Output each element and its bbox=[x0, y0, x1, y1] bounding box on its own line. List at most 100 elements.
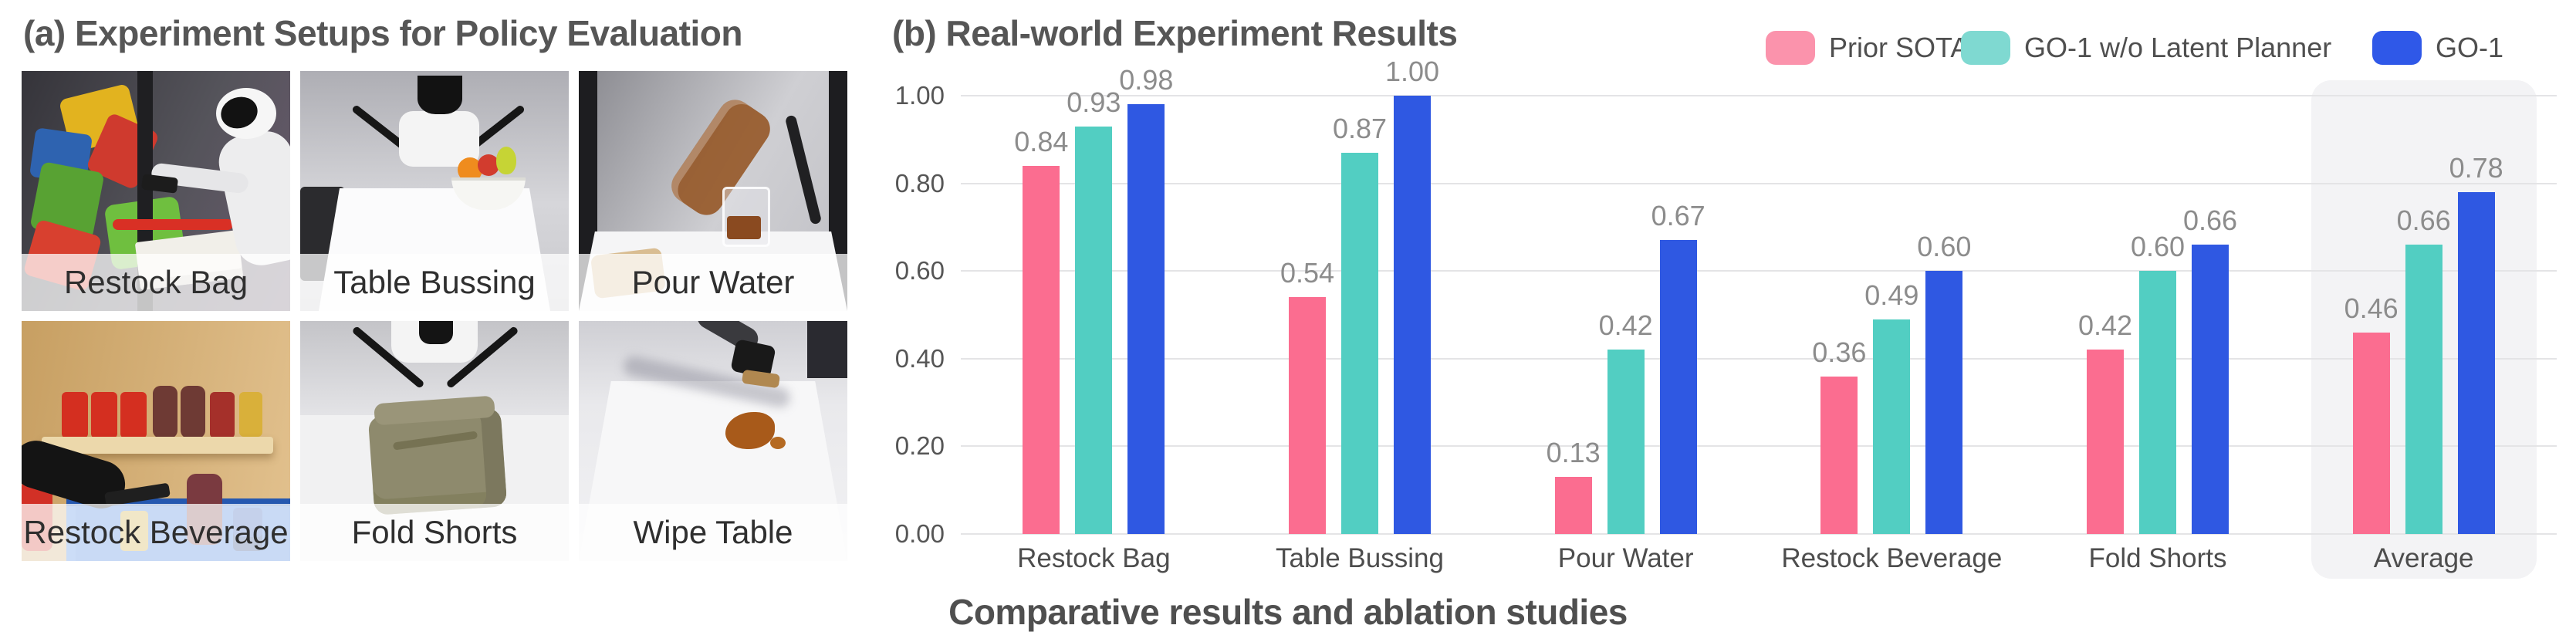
photo-table-bussing: Table Bussing bbox=[300, 71, 569, 311]
bar-value-label: 0.42 bbox=[1598, 309, 1653, 342]
x-tick-label: Average bbox=[2373, 543, 2474, 573]
bar: 0.98 bbox=[1119, 64, 1173, 534]
gridline bbox=[961, 270, 2557, 272]
bar-value-label: 0.13 bbox=[1546, 437, 1601, 469]
bar-group-restock-bag: 0.84 0.93 0.98 bbox=[961, 64, 1227, 534]
bar: 0.84 bbox=[1014, 126, 1068, 534]
bar-group-average: 0.46 0.66 0.78 bbox=[2290, 96, 2557, 534]
fruit-shape bbox=[496, 147, 516, 174]
photo-label: Table Bussing bbox=[333, 264, 536, 300]
photo-label-band: Wipe Table bbox=[579, 504, 847, 561]
spill-shape bbox=[725, 412, 775, 449]
photo-label-band: Table Bussing bbox=[300, 254, 569, 311]
legend-swatch-go1-wo-latent-planner bbox=[1961, 31, 2010, 65]
legend-swatch-go1 bbox=[2372, 31, 2422, 65]
y-tick-label: 0.60 bbox=[894, 256, 945, 286]
bar: 0.93 bbox=[1067, 86, 1121, 534]
photo-restock-bag: Restock Bag bbox=[22, 71, 290, 311]
bar-value-label: 0.54 bbox=[1280, 257, 1335, 289]
bar-value-label: 0.36 bbox=[1812, 336, 1867, 368]
figure-caption: Comparative results and ablation studies bbox=[948, 592, 1628, 632]
x-tick-label: Table Bussing bbox=[1276, 543, 1444, 573]
bar: 0.54 bbox=[1280, 257, 1334, 534]
bar-value-label: 0.60 bbox=[2130, 231, 2186, 263]
legend-label: GO-1 bbox=[2436, 32, 2504, 63]
plot-area: 0.84 0.93 0.98 Restock Bag 0.54 0.87 1.00 Table… bbox=[961, 56, 2557, 579]
bottle-shape bbox=[153, 386, 177, 438]
bar-value-label: 0.66 bbox=[2396, 204, 2451, 237]
photo-label: Fold Shorts bbox=[351, 514, 518, 550]
bar-value-label: 0.87 bbox=[1332, 112, 1388, 144]
legend-label: Prior SOTA bbox=[1829, 32, 1969, 63]
legend-swatch-prior-sota bbox=[1766, 31, 1815, 65]
y-tick-label: 0.00 bbox=[894, 519, 945, 548]
bar: 0.42 bbox=[1599, 309, 1653, 534]
fruit-shape bbox=[478, 154, 499, 176]
gridline bbox=[961, 182, 2557, 184]
bar-group-table-bussing: 0.54 0.87 1.00 bbox=[1227, 56, 1493, 534]
bar: 0.36 bbox=[1812, 336, 1866, 534]
photo-label-band: Restock Beverage bbox=[22, 504, 290, 561]
bar-group-pour-water: 0.13 0.42 0.67 bbox=[1493, 96, 1759, 534]
gridline bbox=[961, 95, 2557, 96]
x-tick-label: Pour Water bbox=[1557, 543, 1694, 573]
photo-wipe-table: Wipe Table bbox=[579, 321, 847, 561]
y-tick-label: 0.20 bbox=[894, 431, 945, 461]
bar: 1.00 bbox=[1385, 56, 1439, 534]
bar: 0.46 bbox=[2344, 292, 2399, 534]
bar: 0.49 bbox=[1864, 279, 1918, 534]
y-tick-label: 0.80 bbox=[894, 168, 945, 198]
bar-value-label: 0.49 bbox=[1864, 279, 1919, 311]
gridline bbox=[961, 357, 2557, 360]
photo-label-band: Fold Shorts bbox=[300, 504, 569, 561]
photo-restock-beverage: Restock Beverage bbox=[22, 321, 290, 561]
bar: 0.60 bbox=[2131, 231, 2185, 534]
legend-item: GO-1 w/o Latent Planner bbox=[1961, 31, 2331, 65]
bar: 0.66 bbox=[2397, 204, 2451, 534]
bar-value-label: 0.78 bbox=[2449, 151, 2503, 184]
photo-label: Pour Water bbox=[631, 264, 795, 300]
experiment-photo-grid: Restock Bag Table Bussing Pour Water bbox=[22, 71, 847, 561]
bar-value-label: 0.67 bbox=[1651, 200, 1706, 232]
bar-value-label: 0.46 bbox=[2344, 292, 2399, 324]
x-tick-label: Restock Bag bbox=[1017, 543, 1171, 573]
gridline bbox=[961, 533, 2557, 535]
photo-label-band: Pour Water bbox=[579, 254, 847, 311]
bar-value-label: 1.00 bbox=[1384, 56, 1440, 87]
can-shape bbox=[91, 392, 117, 438]
photo-label: Restock Beverage bbox=[23, 514, 289, 550]
y-tick-label: 0.40 bbox=[894, 343, 945, 373]
bar-group-fold-shorts: 0.42 0.60 0.66 bbox=[2025, 96, 2291, 534]
legend-item: GO-1 bbox=[2372, 31, 2503, 65]
legend-label: GO-1 w/o Latent Planner bbox=[2024, 32, 2332, 63]
can-shape bbox=[62, 392, 88, 438]
legend-item: Prior SOTA bbox=[1766, 31, 1969, 65]
can-shape bbox=[210, 392, 235, 438]
bar-value-label: 0.42 bbox=[2077, 309, 2133, 342]
bar-value-label: 0.84 bbox=[1014, 125, 1069, 157]
bar-value-label: 0.98 bbox=[1119, 64, 1174, 96]
x-tick-label: Fold Shorts bbox=[2088, 543, 2227, 573]
spill-shape bbox=[770, 437, 786, 449]
tea-shape bbox=[727, 216, 761, 239]
photo-fold-shorts: Fold Shorts bbox=[300, 321, 569, 561]
bottle-shape bbox=[181, 386, 205, 438]
bar: 0.13 bbox=[1547, 437, 1601, 534]
shelf-board-shape bbox=[42, 437, 273, 454]
gridline bbox=[961, 445, 2557, 448]
photo-label: Wipe Table bbox=[633, 514, 793, 550]
bar: 0.60 bbox=[1917, 231, 1971, 534]
photo-pour-water: Pour Water bbox=[579, 71, 847, 311]
photo-label-band: Restock Bag bbox=[22, 254, 290, 311]
can-shape bbox=[239, 392, 262, 437]
bar: 0.42 bbox=[2078, 309, 2132, 534]
bar-group-restock-beverage: 0.36 0.49 0.60 bbox=[1759, 96, 2025, 534]
bar-value-label: 0.66 bbox=[2182, 204, 2238, 237]
bar: 0.66 bbox=[2183, 204, 2237, 534]
robot-arm-shape bbox=[784, 114, 823, 225]
panel-a-title: (a) Experiment Setups for Policy Evaluat… bbox=[23, 13, 742, 53]
corner-shape bbox=[807, 321, 847, 378]
robot-head-shape bbox=[419, 321, 453, 344]
photo-label: Restock Bag bbox=[63, 264, 248, 300]
